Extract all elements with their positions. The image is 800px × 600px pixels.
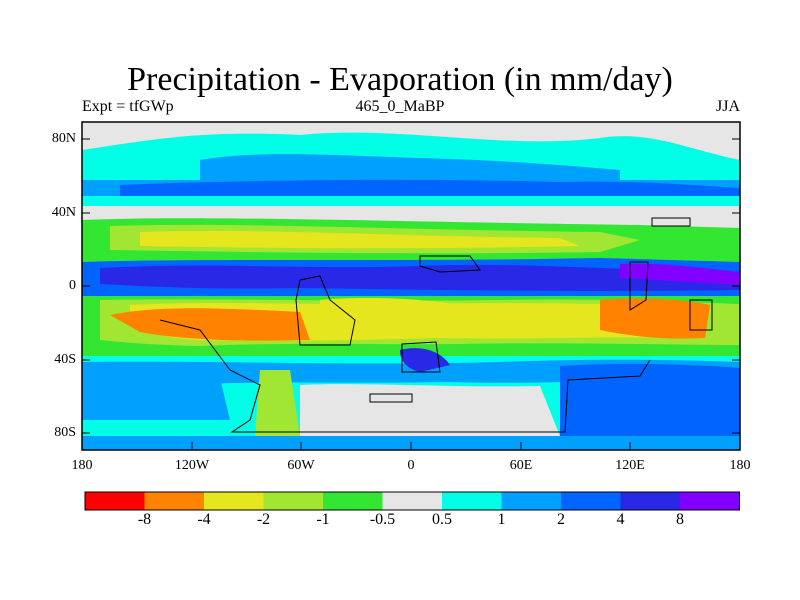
x-tick-label: 60W (287, 458, 315, 473)
legend-label: -4 (197, 511, 211, 528)
legend-swatch-10 (680, 492, 740, 510)
legend-swatch-0 (85, 492, 145, 510)
map-title: Precipitation - Evaporation (in mm/day) (127, 61, 673, 98)
legend-label: 0.5 (432, 511, 452, 528)
y-tick-label: 40S (54, 352, 76, 367)
legend-label: 8 (676, 511, 684, 528)
x-tick-label: 120W (174, 458, 210, 473)
legend-swatch-7 (501, 492, 561, 510)
legend-label: -2 (256, 511, 271, 528)
legend-swatch-2 (204, 492, 264, 510)
color-legend (84, 491, 740, 511)
legend-label: 4 (616, 511, 625, 528)
legend-swatch-3 (263, 492, 323, 510)
x-tick-label: 120E (615, 458, 645, 473)
legend-label: -1 (316, 511, 330, 528)
x-tick-label: 180 (729, 458, 751, 473)
legend-swatch-8 (561, 492, 621, 510)
experiment-label: Expt = tfGWp (82, 98, 174, 115)
legend-label: -8 (137, 511, 152, 528)
x-tick-label: 60E (509, 458, 533, 473)
y-tick-label: 80S (54, 425, 76, 440)
y-axis-ticks (82, 138, 740, 434)
x-tick-label: 180 (71, 458, 93, 473)
legend-swatch-4 (323, 492, 383, 510)
y-tick-label: 80N (51, 131, 76, 146)
x-tick-label: 0 (407, 458, 415, 473)
legend-swatch-6 (442, 492, 502, 510)
map-field (82, 122, 740, 450)
legend-label: -0.5 (369, 511, 396, 528)
season-label: JJA (715, 98, 740, 115)
legend-swatch-5 (382, 492, 442, 510)
legend-swatch-9 (620, 492, 680, 510)
period-label: 465_0_MaBP (355, 98, 445, 115)
legend-label: 2 (557, 511, 565, 528)
x-axis-ticks (81, 442, 741, 450)
legend-label: 1 (497, 511, 506, 528)
y-tick-label: 0 (69, 278, 76, 293)
legend-swatch-1 (144, 492, 204, 510)
y-tick-label: 40N (51, 205, 76, 220)
coastlines (159, 217, 713, 433)
